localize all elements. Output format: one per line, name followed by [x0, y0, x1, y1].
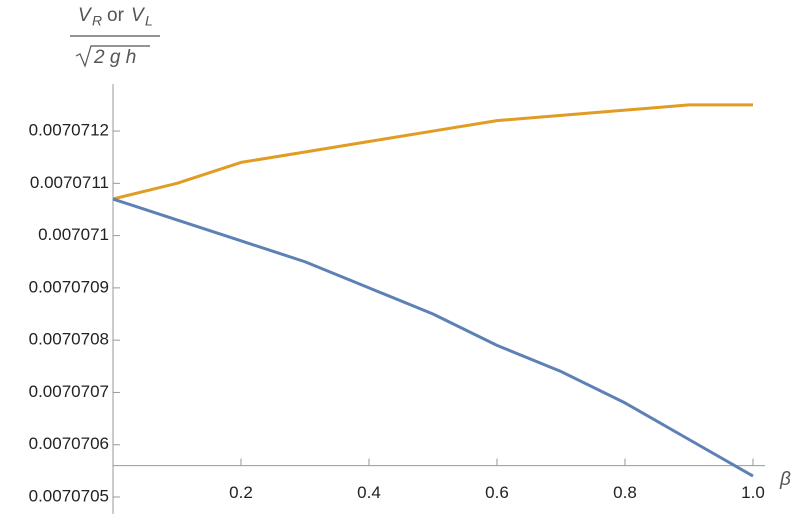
- sqrt-sign: [75, 45, 150, 68]
- x-tick-label: 0.4: [357, 483, 381, 502]
- x-tick-label: 1.0: [741, 483, 765, 502]
- line-series: [112, 197, 754, 478]
- line-series: [112, 103, 753, 201]
- y-tick-label: 0.0070705: [29, 486, 109, 505]
- x-tick-label: 0.6: [485, 483, 509, 502]
- y-tick-label: 0.0070712: [29, 121, 109, 140]
- y-tick-label: 0.0070707: [29, 382, 109, 401]
- x-tick-label: 0.2: [229, 483, 253, 502]
- x-axis-label: β: [779, 469, 791, 490]
- y-tick-label: 0.0070708: [29, 330, 109, 349]
- y-tick-label: 0.0070706: [29, 434, 109, 453]
- y-label-or: or: [107, 5, 125, 26]
- x-tick-label: 0.8: [613, 483, 637, 502]
- y-tick-label: 0.007071: [38, 225, 109, 244]
- y-label-sub1: R: [92, 13, 102, 29]
- y-axis-label: V R or V L 2 g h: [70, 5, 160, 68]
- y-label-v2: V: [131, 5, 146, 26]
- y-label-denominator: 2 g h: [93, 47, 136, 68]
- y-tick-label: 0.0070709: [29, 277, 109, 296]
- y-label-sub2: L: [145, 13, 153, 29]
- y-label-v1: V: [78, 5, 93, 26]
- y-tick-label: 0.0070711: [30, 173, 109, 192]
